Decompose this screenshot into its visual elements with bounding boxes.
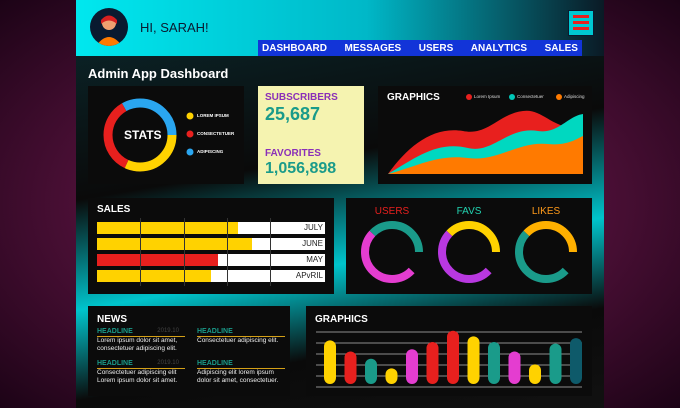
rings-chart: USERS FAVS LIKES — [361, 206, 577, 283]
sales-bar — [97, 254, 218, 266]
news-text: Adipiscing elit lorem ipsum — [197, 369, 274, 376]
sales-row: MAY — [97, 250, 325, 270]
bar — [365, 358, 377, 384]
news-headline: HEADLINE — [197, 360, 285, 369]
sales-month-label: MAY — [306, 255, 323, 264]
sales-title: SALES — [97, 204, 131, 215]
area-series-orange — [388, 136, 583, 174]
subscribers-value: 25,687 — [265, 104, 321, 124]
bar — [467, 336, 480, 384]
user-avatar-icon — [96, 15, 122, 46]
ring-segment — [361, 221, 423, 283]
favorites-value: 1,056,898 — [265, 160, 337, 177]
avatar[interactable] — [90, 8, 128, 46]
sales-row: JULY — [97, 218, 325, 238]
legend-dot-yellow — [186, 112, 194, 120]
news-headline: HEADLINE 2019.10 — [97, 360, 185, 369]
nav-sales[interactable]: SALES — [544, 42, 578, 54]
greeting-text: HI, SARAH! — [140, 20, 209, 35]
news-text: Consectetuer adipiscing elit. — [197, 337, 279, 344]
stats-legend-1: LOREM IPSUM — [197, 113, 229, 118]
news-title: NEWS — [97, 314, 127, 325]
sales-month-label: JUNE — [302, 239, 323, 248]
area-chart — [388, 94, 583, 174]
bar — [406, 349, 418, 384]
bar — [570, 338, 582, 384]
graphics-legend-2: Consectetuer — [517, 94, 544, 99]
bar — [324, 340, 336, 384]
rings-card: USERS FAVS LIKES — [346, 198, 592, 294]
bar — [488, 342, 500, 384]
news-item[interactable]: HEADLINE 2019.10 Lorem ipsum dolor sit ame… — [97, 328, 185, 353]
ring-segment — [361, 221, 423, 283]
sales-month-label: JULY — [304, 223, 323, 232]
news-text: Lorem ipsum dolor sit amet. — [97, 377, 178, 384]
bar — [529, 364, 541, 384]
stats-card: STATS LOREM IPSUM CONSECTETUER ADIPISCIN… — [88, 86, 244, 184]
news-date: 2019.10 — [157, 360, 179, 366]
legend-dot-red — [186, 130, 194, 138]
ring-segment — [515, 221, 577, 283]
ring-label: LIKES — [532, 206, 561, 217]
news-item[interactable]: HEADLINE Adipiscing elit lorem ipsum dolor… — [197, 360, 285, 385]
hamburger-menu-icon[interactable] — [568, 10, 594, 36]
nav-messages[interactable]: MESSAGES — [344, 42, 402, 54]
ring-segment — [438, 221, 500, 283]
subscribers-label: SUBSCRIBERS — [265, 92, 338, 103]
sales-bar — [97, 238, 253, 250]
stats-donut — [103, 98, 194, 172]
news-card: NEWS HEADLINE 2019.10 Lorem ipsum dolor si… — [88, 306, 290, 396]
main-nav: DASHBOARD MESSAGES USERS ANALYTICS SALES — [258, 40, 582, 56]
news-item[interactable]: HEADLINE Consectetuer adipiscing elit. — [197, 328, 285, 345]
sales-card: SALES JULY JUNE MAY APvRIL — [88, 198, 334, 294]
counts-card: SUBSCRIBERS 25,687 FAVORITES 1,056,898 — [258, 86, 364, 184]
bar — [426, 342, 439, 384]
ring-label: USERS — [375, 206, 410, 217]
bar-chart — [316, 330, 582, 388]
news-text: Consectetuer adipiscing elit — [97, 369, 177, 376]
ring-segment — [515, 221, 577, 283]
page-title: Admin App Dashboard — [88, 66, 229, 81]
legend-dot-blue — [186, 148, 194, 156]
graphics-legend-1: Lorem Ipsum — [474, 94, 501, 99]
graphics-bar-card: GRAPHICS — [306, 306, 592, 396]
ring-label: FAVS — [457, 206, 482, 217]
graphics-bottom-title: GRAPHICS — [315, 314, 368, 325]
nav-dashboard[interactable]: DASHBOARD — [262, 42, 327, 54]
graphics-legend-3: Adipiscing — [564, 94, 585, 99]
nav-analytics[interactable]: ANALYTICS — [470, 42, 528, 54]
news-text: Lorem ipsum dolor sit amet, — [97, 337, 178, 344]
news-date: 2019.10 — [157, 328, 179, 334]
news-headline: HEADLINE 2019.10 — [97, 328, 185, 337]
favorites-label: FAVORITES — [265, 148, 321, 159]
news-text: consectetuer adipiscing elit. — [97, 345, 177, 352]
stats-legend-3: ADIPISCING — [197, 149, 224, 154]
graphics-area-card: GRAPHICS Lorem Ipsum Consectetuer Adipis… — [378, 86, 592, 184]
bar — [344, 351, 357, 384]
bar — [447, 330, 459, 384]
bar — [549, 343, 562, 384]
news-headline: HEADLINE — [197, 328, 285, 337]
ring-segment — [438, 221, 500, 283]
graphics-top-title: GRAPHICS — [387, 92, 440, 103]
news-item[interactable]: HEADLINE 2019.10 Consectetuer adipiscing e… — [97, 360, 185, 385]
sales-bar — [97, 270, 211, 282]
sales-row: JUNE — [97, 234, 325, 254]
sales-row: APvRIL — [97, 266, 325, 286]
bar — [385, 368, 398, 384]
news-text: dolor sit amet, consectetuer. — [197, 377, 279, 384]
sales-month-label: APvRIL — [295, 271, 323, 280]
nav-users[interactable]: USERS — [418, 42, 454, 54]
bar — [508, 351, 521, 384]
sales-bar — [97, 222, 239, 234]
stats-title: STATS — [124, 128, 162, 142]
stats-legend-2: CONSECTETUER — [197, 131, 235, 136]
